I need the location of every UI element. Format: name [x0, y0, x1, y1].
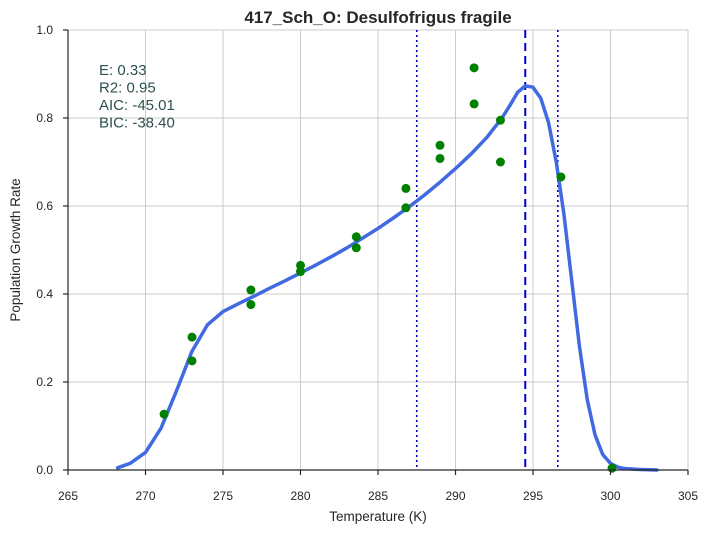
data-point	[469, 63, 479, 73]
y-tick-label: 0.4	[36, 287, 53, 301]
fitted-curve	[115, 84, 659, 472]
y-tick-label: 0.2	[36, 375, 53, 389]
data-point	[401, 183, 411, 193]
grid	[67, 29, 689, 471]
data-point	[159, 409, 169, 419]
x-tick-label: 285	[368, 489, 388, 503]
data-point	[351, 232, 361, 242]
x-tick-label: 295	[523, 489, 543, 503]
chart-title: 417_Sch_O: Desulfofrigus fragile	[244, 8, 511, 27]
y-tick-label: 0.8	[36, 111, 53, 125]
data-point	[187, 356, 197, 366]
stat-aic: AIC: -45.01	[99, 97, 175, 114]
data-point	[435, 140, 445, 150]
x-tick-label: 300	[600, 489, 620, 503]
y-tick-label: 0.6	[36, 199, 53, 213]
data-point	[296, 260, 305, 270]
y-tick-label: 0.0	[36, 463, 53, 477]
x-axis-label: Temperature (K)	[329, 509, 427, 524]
data-point	[556, 172, 566, 182]
data-point	[401, 203, 411, 213]
stat-e: E: 0.33	[99, 62, 147, 79]
y-axis-ticks: 0.0 0.2 0.4 0.6 0.8 1.0	[36, 23, 68, 477]
observed-points-layer	[159, 63, 617, 473]
x-tick-label: 270	[135, 489, 155, 503]
x-tick-label: 290	[445, 489, 465, 503]
data-point	[246, 300, 256, 310]
data-point	[607, 463, 617, 473]
x-tick-label: 280	[290, 489, 310, 503]
x-tick-label: 305	[678, 489, 698, 503]
y-tick-label: 1.0	[36, 23, 53, 37]
data-point	[187, 332, 197, 342]
x-tick-label: 265	[58, 489, 78, 503]
x-axis-ticks: 265 270 275 280 285 290 295 300 305	[58, 470, 698, 503]
y-axis-label: Population Growth Rate	[8, 178, 23, 321]
data-point	[495, 157, 505, 167]
stat-bic: BIC: -38.40	[99, 115, 175, 132]
data-point	[435, 153, 445, 163]
fitted-curve-layer	[115, 84, 659, 472]
stat-r2: R2: 0.95	[99, 80, 156, 97]
reference-lines	[415, 30, 559, 470]
data-point	[495, 115, 505, 125]
data-point	[246, 285, 256, 295]
data-point	[469, 99, 479, 109]
data-point	[351, 243, 361, 253]
x-tick-label: 275	[213, 489, 233, 503]
data-point	[296, 267, 305, 277]
